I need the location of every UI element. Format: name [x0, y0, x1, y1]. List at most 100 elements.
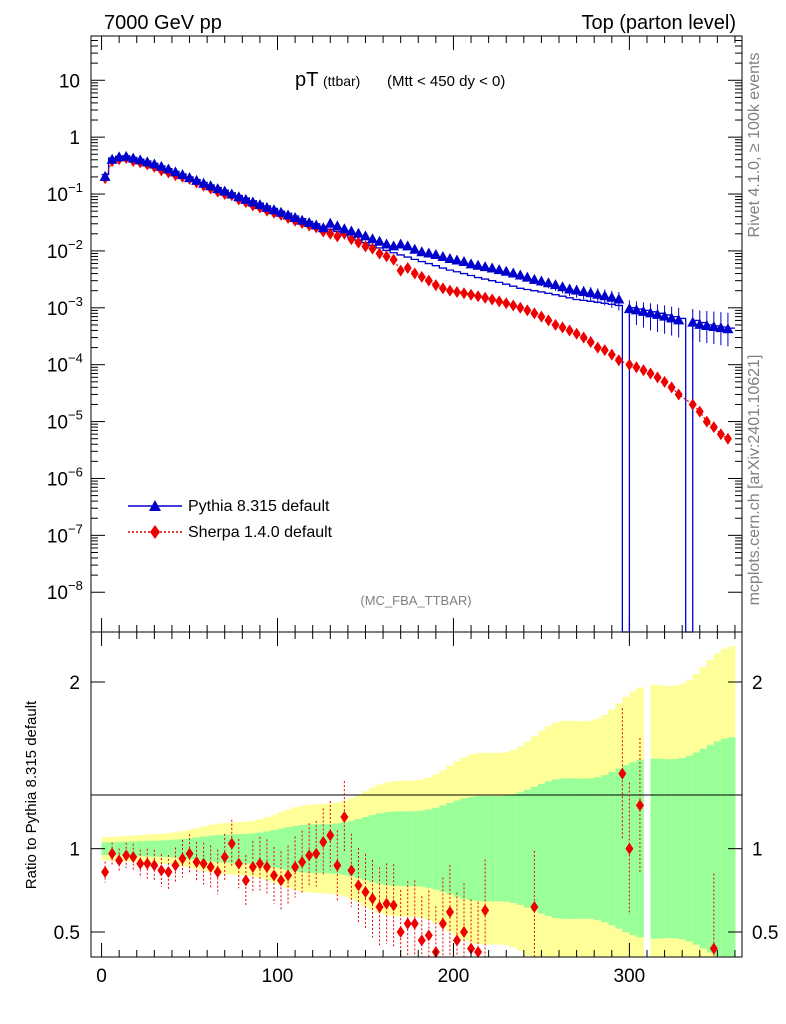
y-tick-label: 10 [47, 526, 68, 547]
ratio-band-inner [664, 759, 673, 939]
pythia-point [423, 247, 435, 258]
ratio-band-inner [150, 840, 159, 857]
ratio-plot: 0.5 0.5 1 1 2 2 [54, 631, 778, 958]
ratio-band-inner [594, 777, 602, 921]
x-tick-label: 100 [262, 966, 294, 987]
ratio-point [164, 866, 173, 878]
ratio-point [635, 799, 644, 812]
ratio-band-inner [368, 815, 377, 883]
sherpa-point [333, 230, 342, 243]
pythia-point [359, 230, 371, 241]
pythia-point [268, 204, 280, 215]
sherpa-point [702, 415, 711, 428]
x-tick-label: 0 [96, 966, 107, 987]
ratio-sherpa-points [101, 708, 718, 958]
sherpa-point [410, 267, 419, 280]
pythia-point [722, 323, 734, 334]
ratio-band-inner [601, 775, 609, 923]
ratio-band-inner [361, 816, 370, 881]
ratio-point [625, 842, 634, 855]
pythia-point [212, 183, 224, 194]
legend-sherpa-label: Sherpa 1.4.0 default [188, 524, 333, 541]
ratio-point [122, 849, 131, 862]
x-tick-label: 200 [438, 966, 470, 987]
pythia-point [155, 160, 167, 171]
pythia-point [233, 191, 245, 202]
ratio-point [277, 874, 286, 887]
pythia-point [652, 308, 664, 319]
sherpa-point [389, 253, 398, 266]
ratio-band-inner [207, 835, 215, 862]
sherpa-point [431, 279, 440, 292]
ratio-band-inner [193, 837, 201, 861]
pythia-point [493, 264, 505, 275]
ratio-point [241, 874, 250, 887]
ratio-point [115, 854, 124, 867]
ratio-band-inner [453, 800, 461, 897]
pythia-point [557, 281, 569, 292]
ratio-point [255, 857, 264, 870]
ratio-band-inner [256, 832, 264, 865]
pythia-point [708, 320, 720, 331]
sherpa-point [502, 297, 511, 310]
sherpa-series [101, 152, 732, 445]
sherpa-point [600, 344, 609, 357]
ratio-point [467, 942, 476, 955]
sherpa-point [403, 262, 412, 275]
y-tick-label: 10 [59, 71, 80, 92]
sherpa-point [396, 264, 405, 277]
sherpa-point [509, 299, 518, 312]
ratio-point [417, 934, 426, 947]
pythia-point [542, 277, 554, 288]
pythia-point [437, 251, 449, 262]
sherpa-point [481, 291, 490, 304]
sherpa-point [382, 250, 391, 263]
ratio-point [333, 859, 342, 872]
pythia-point [500, 265, 512, 276]
pythia-point [184, 172, 196, 183]
ratio-band-inner [516, 792, 525, 905]
ratio-band-inner [523, 789, 532, 908]
ratio-tick-label-right: 2 [752, 673, 763, 694]
pythia-point [402, 240, 414, 251]
ratio-point [298, 856, 307, 868]
pythia-point [381, 238, 393, 249]
side-mcplots-label: mcplots.cern.ch [arXiv:2401.10621] [746, 355, 763, 606]
pythia-point [127, 152, 139, 163]
pythia-point [465, 258, 477, 269]
ratio-band-inner [164, 840, 173, 858]
pythia-point [148, 158, 160, 169]
ratio-band-inner [242, 833, 250, 864]
ratio-band-inner [720, 738, 729, 957]
pythia-point [535, 275, 547, 286]
x-tick-label: 300 [614, 966, 646, 987]
ratio-point [452, 934, 461, 947]
ratio-point [157, 864, 166, 877]
y-tick-label: 10 [47, 469, 68, 490]
pythia-point [282, 209, 294, 220]
pythia-point [578, 285, 590, 296]
ratio-band-inner [580, 778, 588, 919]
sherpa-point [639, 364, 648, 377]
ratio-band-inner [347, 820, 356, 877]
sherpa-point [326, 227, 335, 240]
sherpa-point [361, 240, 370, 253]
ratio-band-inner [460, 798, 469, 899]
ratio-band-inner [136, 841, 145, 857]
sherpa-point [544, 314, 553, 327]
ratio-point [234, 857, 243, 870]
ratio-band-inner [326, 823, 335, 874]
y-tick-exponent: −2 [68, 237, 83, 252]
pythia-point [549, 279, 561, 290]
pythia-point [694, 318, 706, 329]
sherpa-point [632, 361, 641, 374]
ratio-tick-label-right: 1 [752, 840, 763, 861]
pythia-point [296, 214, 308, 225]
ratio-point [220, 851, 229, 863]
pythia-point [198, 177, 210, 188]
ratio-band-inner [544, 781, 553, 917]
ratio-band-inner [502, 795, 511, 902]
y-tick-label: 10 [47, 299, 68, 320]
sherpa-point [347, 233, 356, 246]
